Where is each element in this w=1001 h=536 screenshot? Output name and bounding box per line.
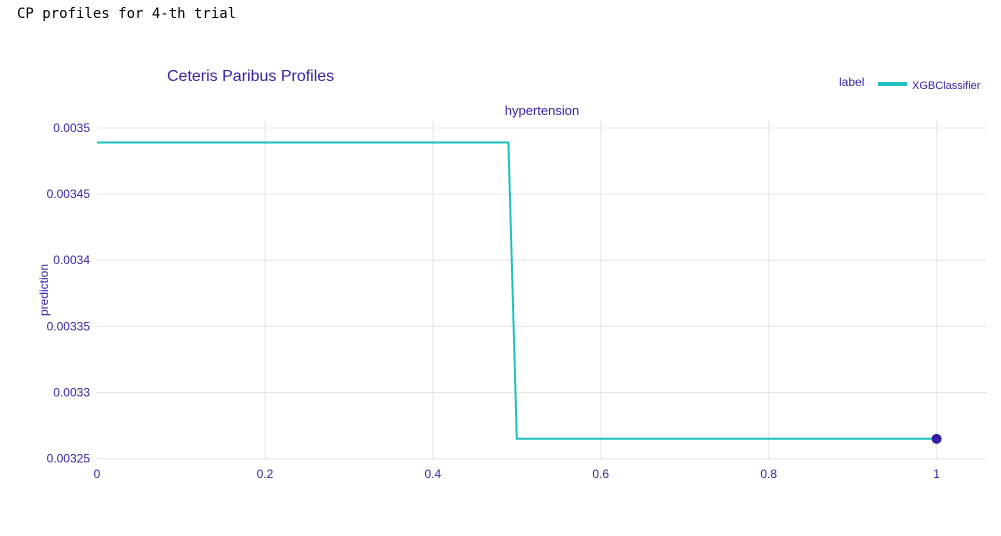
- y-axis-label: prediction: [37, 264, 51, 316]
- x-tick-label: 0: [94, 467, 101, 481]
- x-tick-labels: 0 0.2 0.4 0.6 0.8 1: [94, 467, 941, 481]
- observation-point: [931, 433, 942, 444]
- x-tick-label: 0.6: [592, 467, 609, 481]
- series-layer: [97, 141, 942, 444]
- x-tick-label: 0.8: [760, 467, 777, 481]
- y-tick-label: 0.0033: [53, 386, 90, 400]
- legend-entry-label: XGBClassifier: [912, 80, 981, 92]
- y-tick-label: 0.00335: [47, 319, 91, 333]
- legend-title: label: [839, 75, 864, 89]
- output-caption: CP profiles for 4-th trial: [17, 6, 237, 22]
- grid-layer: [97, 120, 987, 460]
- series-line-xgbclassifier: [97, 141, 937, 440]
- y-tick-labels: 0.00325 0.0033 0.00335 0.0034 0.00345 0.0035: [47, 121, 91, 466]
- x-tick-label: 1: [933, 467, 940, 481]
- y-tick-label: 0.0035: [53, 121, 90, 135]
- y-tick-label: 0.00345: [47, 187, 91, 201]
- subplot-title: hypertension: [505, 103, 579, 118]
- y-tick-label: 0.00325: [47, 452, 91, 466]
- chart-title: Ceteris Paribus Profiles: [167, 68, 334, 85]
- y-tick-label: 0.0034: [53, 253, 90, 267]
- x-tick-label: 0.4: [425, 467, 442, 481]
- x-tick-label: 0.2: [257, 467, 274, 481]
- legend[interactable]: label XGBClassifier: [839, 75, 981, 92]
